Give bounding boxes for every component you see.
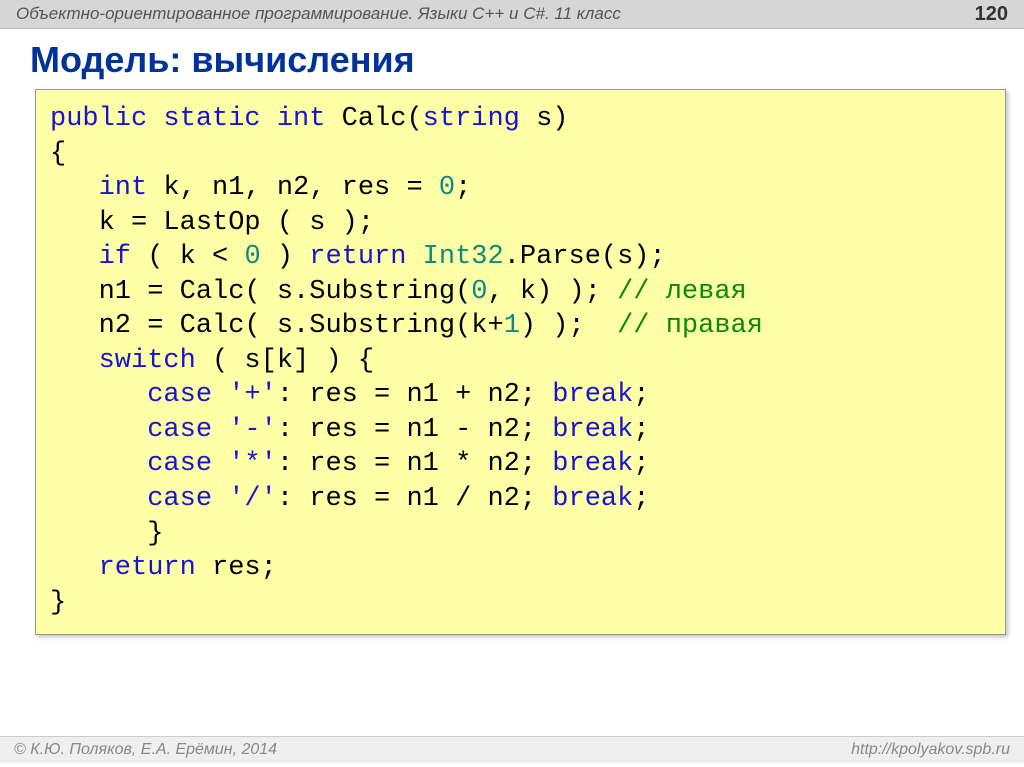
code-token: return bbox=[99, 553, 196, 583]
code-token: : res = n1 + n2; bbox=[277, 380, 552, 410]
code-token: , k) ); bbox=[487, 277, 617, 307]
code-token bbox=[50, 449, 147, 479]
code-token bbox=[212, 415, 228, 445]
code-token: } bbox=[50, 519, 163, 549]
code-token: k, n1, n2, res = bbox=[147, 173, 439, 203]
code-token bbox=[147, 104, 163, 134]
code-token bbox=[212, 484, 228, 514]
code-token bbox=[50, 173, 99, 203]
code-token: break bbox=[552, 484, 633, 514]
code-token: ; bbox=[455, 173, 471, 203]
code-token bbox=[406, 242, 422, 272]
code-token: } bbox=[50, 588, 66, 618]
code-token bbox=[50, 553, 99, 583]
code-token: '+' bbox=[228, 380, 277, 410]
code-token: : res = n1 - n2; bbox=[277, 415, 552, 445]
code-token: ; bbox=[633, 484, 649, 514]
footer-copyright: © К.Ю. Поляков, Е.А. Ерёмин, 2014 bbox=[14, 741, 277, 759]
code-token: public bbox=[50, 104, 147, 134]
code-token bbox=[50, 242, 99, 272]
code-token: case bbox=[147, 415, 212, 445]
footer-bar: © К.Ю. Поляков, Е.А. Ерёмин, 2014 http:/… bbox=[0, 736, 1024, 763]
code-token bbox=[50, 346, 99, 376]
code-token: if bbox=[99, 242, 131, 272]
footer-url: http://kpolyakov.spb.ru bbox=[851, 741, 1010, 759]
code-token: '/' bbox=[228, 484, 277, 514]
code-token: break bbox=[552, 415, 633, 445]
code-token: break bbox=[552, 380, 633, 410]
code-token: ) ); bbox=[520, 311, 617, 341]
code-token: break bbox=[552, 449, 633, 479]
code-token bbox=[50, 415, 147, 445]
code-token: '-' bbox=[228, 415, 277, 445]
code-token bbox=[212, 449, 228, 479]
code-token: int bbox=[99, 173, 148, 203]
code-token: case bbox=[147, 484, 212, 514]
code-token: { bbox=[50, 139, 66, 169]
code-token: : res = n1 / n2; bbox=[277, 484, 552, 514]
code-token: '*' bbox=[228, 449, 277, 479]
slide-container: Объектно-ориентированное программировани… bbox=[0, 0, 1024, 767]
code-token bbox=[261, 104, 277, 134]
code-token bbox=[50, 484, 147, 514]
code-token: 0 bbox=[471, 277, 487, 307]
code-token bbox=[212, 380, 228, 410]
code-token bbox=[50, 380, 147, 410]
code-token: ; bbox=[633, 449, 649, 479]
code-token: ; bbox=[633, 415, 649, 445]
code-token: case bbox=[147, 380, 212, 410]
code-token: string bbox=[423, 104, 520, 134]
code-token: 0 bbox=[439, 173, 455, 203]
code-token: ( k < bbox=[131, 242, 244, 272]
code-token: // левая bbox=[617, 277, 747, 307]
code-token: : res = n1 * n2; bbox=[277, 449, 552, 479]
header-subject: Объектно-ориентированное программировани… bbox=[16, 4, 621, 24]
code-token: 0 bbox=[244, 242, 260, 272]
page-number: 120 bbox=[975, 3, 1008, 26]
code-token: case bbox=[147, 449, 212, 479]
code-token: ; bbox=[633, 380, 649, 410]
code-token: Int32 bbox=[423, 242, 504, 272]
code-token: return bbox=[309, 242, 406, 272]
code-token: .Parse(s); bbox=[504, 242, 666, 272]
code-token: switch bbox=[99, 346, 196, 376]
code-token: res; bbox=[196, 553, 277, 583]
code-token: // правая bbox=[617, 311, 763, 341]
code-token: n1 = Calc( s.Substring( bbox=[50, 277, 471, 307]
code-block: public static int Calc(string s) { int k… bbox=[35, 89, 1006, 635]
code-token: n2 = Calc( s.Substring(k+ bbox=[50, 311, 504, 341]
code-token: ( s[k] ) { bbox=[196, 346, 374, 376]
code-token: ) bbox=[261, 242, 310, 272]
code-token: 1 bbox=[504, 311, 520, 341]
code-token: Calc( bbox=[325, 104, 422, 134]
code-token: k = LastOp ( s ); bbox=[50, 208, 374, 238]
header-bar: Объектно-ориентированное программировани… bbox=[0, 0, 1024, 29]
code-token: s) bbox=[520, 104, 569, 134]
code-token: static bbox=[163, 104, 260, 134]
code-token: int bbox=[277, 104, 326, 134]
slide-title: Модель: вычисления bbox=[30, 39, 1024, 81]
